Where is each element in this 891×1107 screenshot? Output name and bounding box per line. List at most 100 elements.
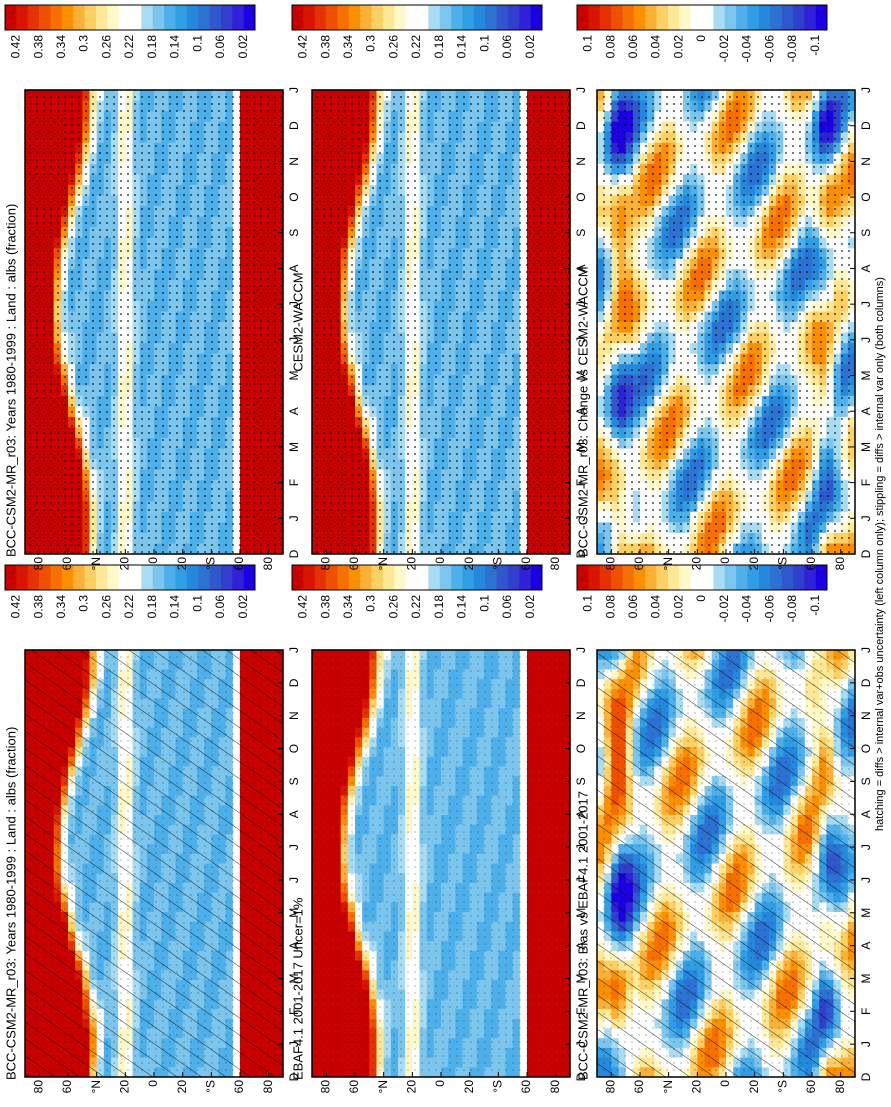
colorbar-box [507,565,520,590]
colorbar-box [439,565,452,590]
lat-label: 60 [347,1080,361,1094]
colorbar-box [292,565,304,590]
colorbar-box [220,565,233,590]
month-label: D [287,678,301,687]
colorbar-box [16,565,29,590]
colorbar-label: 0.42 [9,595,23,619]
footnote: hatching = diffs > internal var+obs unce… [874,277,886,831]
lat-label: °S [204,1080,218,1093]
month-label: J [287,877,301,883]
colorbar-box [130,5,142,30]
lat-label: 60 [519,1080,533,1094]
colorbar-label: 0.22 [122,35,136,59]
lat-label: 80 [32,1080,46,1094]
panel-title: EBAF4.1 2001-2017 Uncer=1% [290,897,305,1080]
colorbar-box [16,5,29,30]
lat-label: °N [89,557,103,570]
colorbar-box [232,5,244,30]
stippling [312,650,570,1077]
month-label: A [287,810,301,818]
month-label: M [287,371,301,381]
month-label: M [287,442,301,452]
colorbar-box [73,5,85,30]
lat-label: 20 [175,557,189,571]
colorbar-label: 0.06 [213,35,227,59]
lat-label: °N [376,1080,390,1093]
colorbar-label: 0.02 [236,595,250,619]
lat-label: 20 [462,1080,476,1094]
colorbar-label: 0.38 [31,595,45,619]
colorbar-label: 0.42 [9,35,23,59]
colorbar-box [50,5,63,30]
colorbar-label: 0.34 [54,35,68,59]
colorbar-box [164,5,176,30]
panel: BCC-CSM2-MR_r03: Years 1980-1999 : Land … [3,564,301,1094]
month-label: F [287,479,301,486]
colorbar-label: 0.34 [54,595,68,619]
month-label: J [287,87,301,93]
stippling [25,90,283,554]
month-label: N [287,157,301,166]
lat-label: 0 [146,557,160,564]
colorbar-label: 0.06 [213,595,227,619]
colorbar-box [5,5,17,30]
colorbar-label: 0.22 [122,595,136,619]
lat-label: 0 [433,1080,447,1087]
lat-label: 80 [32,557,46,571]
colorbar-box [428,565,441,590]
colorbar-box [141,5,154,30]
colorbar-box [107,5,119,30]
colorbar-box [95,5,108,30]
month-label: D [574,678,588,687]
colorbar-box [417,565,429,590]
colorbar-label: 0.38 [31,35,45,59]
month-label: J [287,844,301,850]
colorbar-box [84,5,97,30]
colorbar-label: 0.1 [190,35,204,52]
colorbar-box [39,5,51,30]
month-label: O [287,192,301,201]
colorbar-box [175,5,188,30]
colorbar-box [130,565,142,590]
colorbar-box [303,565,316,590]
lat-label: 20 [118,557,132,571]
lat-label: °S [204,557,218,570]
colorbar-box [220,5,233,30]
colorbar-box [61,5,74,30]
month-label: D [287,121,301,130]
colorbar-box [186,5,199,30]
month-label: D [287,549,301,558]
month-label: N [287,711,301,720]
colorbar-label: 0.26 [99,595,113,619]
colorbar-box [198,5,210,30]
month-label: O [574,744,588,753]
lat-label: 60 [232,1080,246,1094]
colorbar-box [360,565,372,590]
panel: EBAF4.1 2001-2017 Uncer=1%80 60 °N 20 0 20 °S 6… [290,564,588,1094]
month-label: J [287,515,301,521]
colorbar-box [141,565,154,590]
lat-label: 60 [60,557,74,571]
colorbar-label: 0.3 [77,595,91,612]
panel-title: BCC-CSM2-MR_r03: Years 1980-1999 : Land … [3,727,18,1080]
lat-label: 20 [175,1080,189,1094]
lat-label: 20 [118,1080,132,1094]
lat-label: 60 [60,1080,74,1094]
month-label: A [287,407,301,415]
colorbar-label: 0.14 [168,35,182,59]
month-label: J [574,647,588,653]
lat-label: 80 [261,557,275,571]
lat-label: 80 [548,1080,562,1094]
lat-label: 20 [405,1080,419,1094]
month-label: J [287,647,301,653]
month-label: S [287,229,301,237]
colorbar-label: 0.26 [99,35,113,59]
month-label: S [574,777,588,785]
colorbar-box [243,5,256,30]
month-label: O [287,744,301,753]
colorbar-label: 0.38 [318,595,332,619]
colorbar-box [152,565,165,590]
colorbar-box [27,5,40,30]
